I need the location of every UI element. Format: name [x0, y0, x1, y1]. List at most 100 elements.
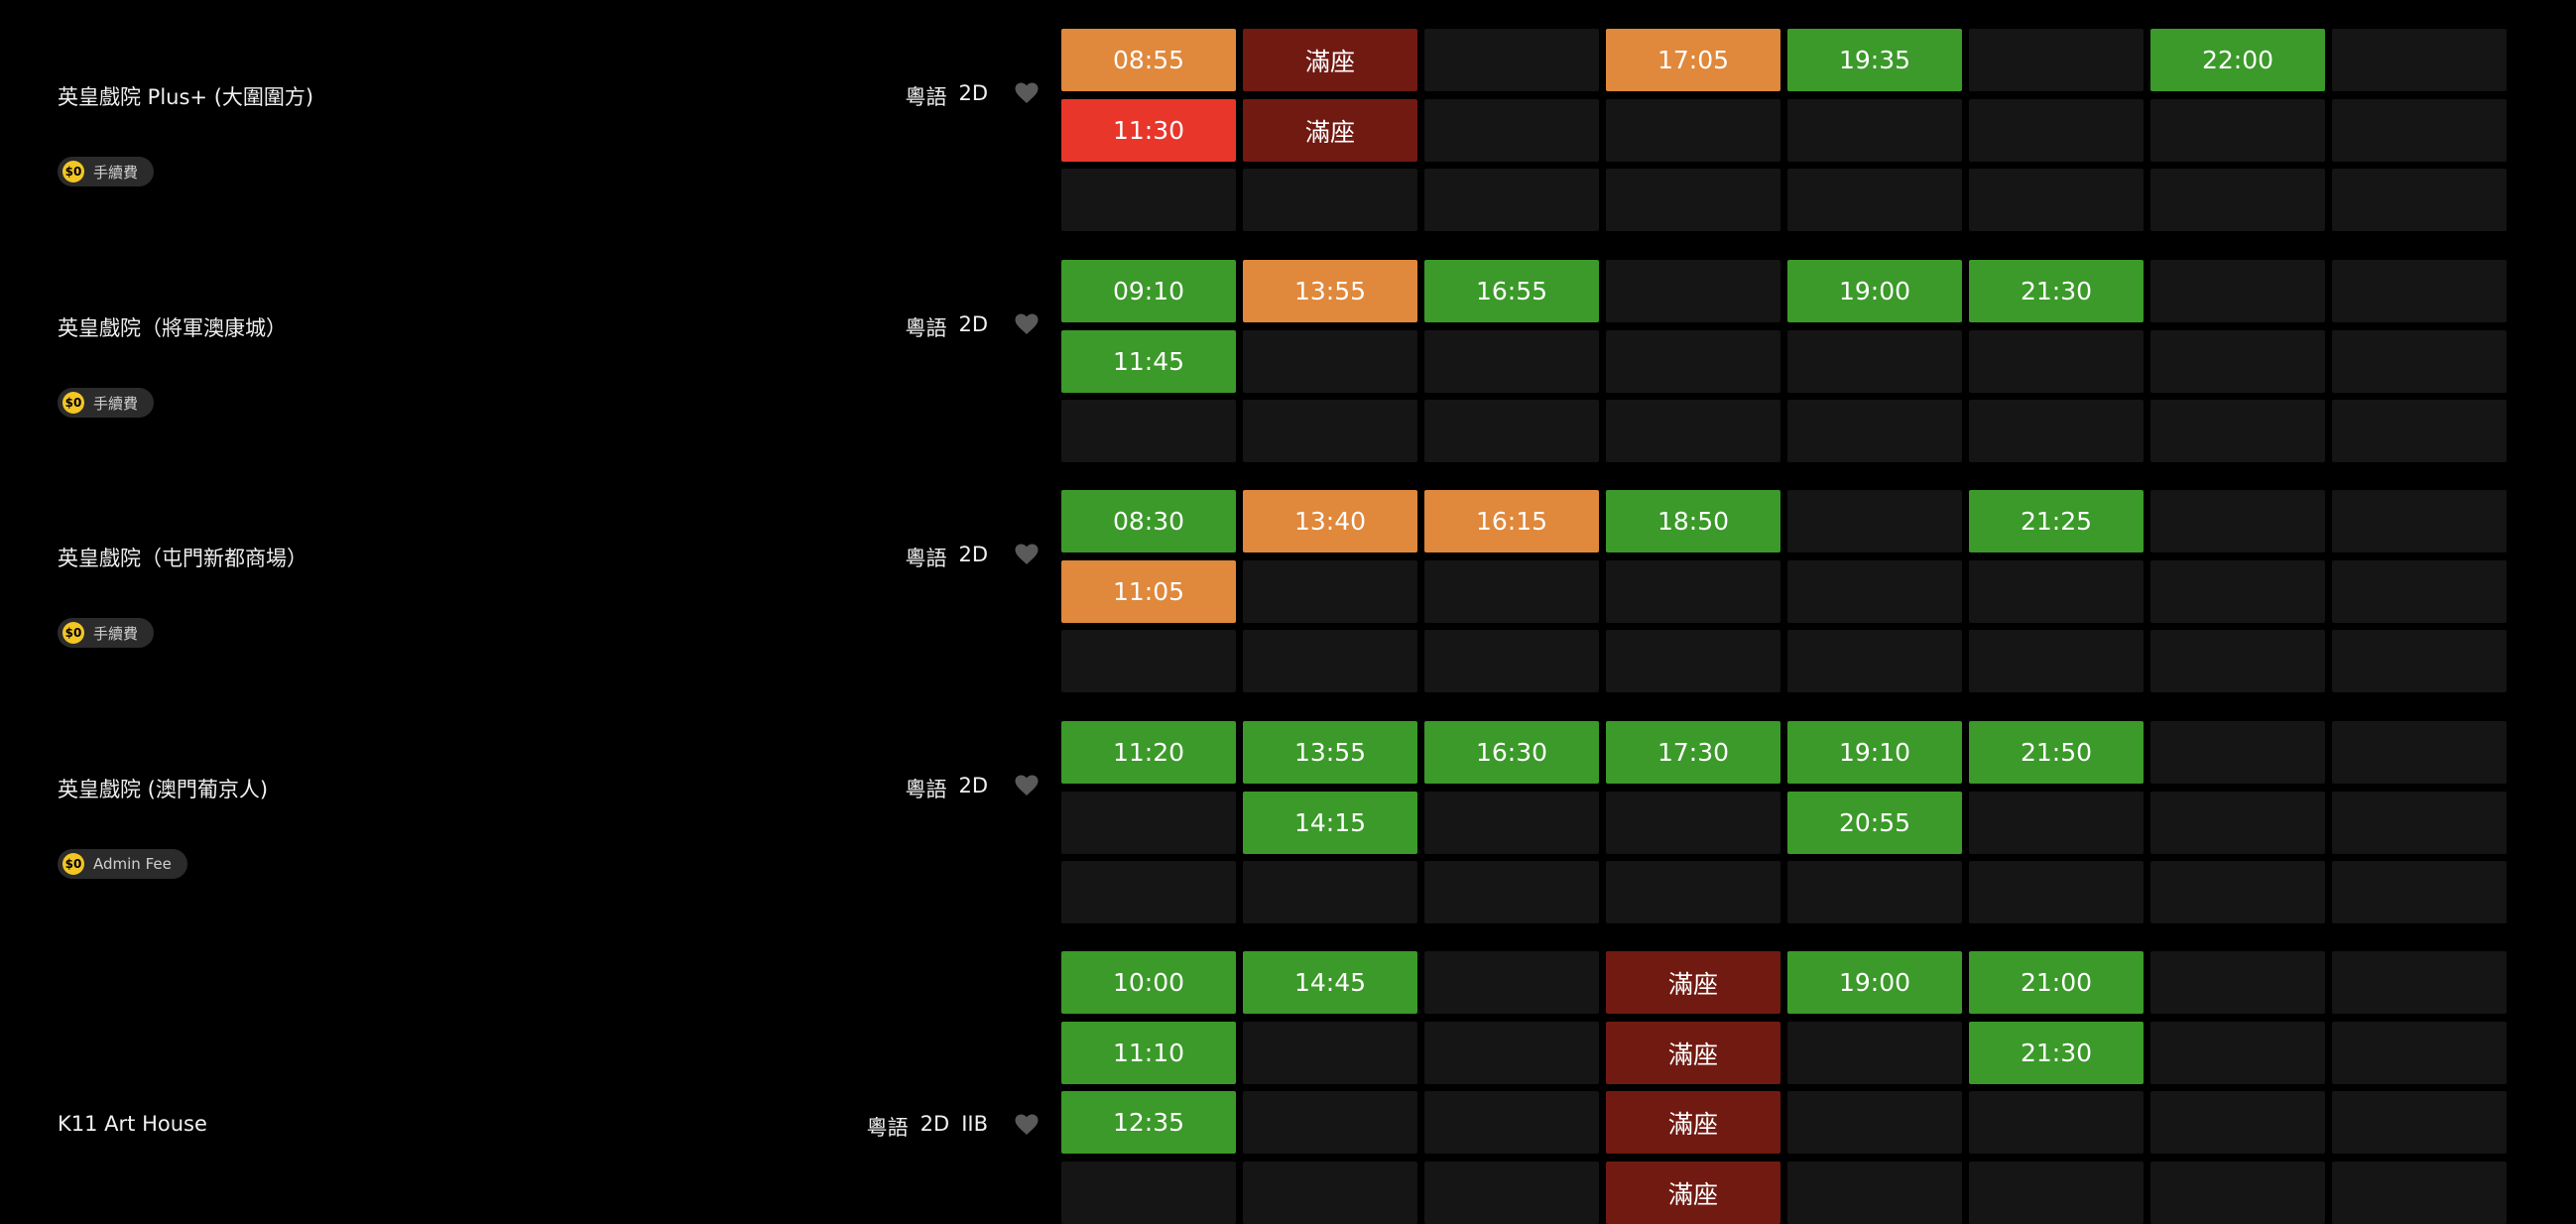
- empty-slot: [1606, 330, 1780, 393]
- format-tag: 粵語: [905, 778, 947, 801]
- empty-slot: [2332, 260, 2507, 322]
- showtime-button[interactable]: 11:05: [1061, 560, 1236, 623]
- empty-slot: [1424, 169, 1599, 231]
- heart-icon[interactable]: [1015, 313, 1039, 335]
- empty-slot: [2332, 792, 2507, 854]
- showtime-button[interactable]: 19:00: [1787, 260, 1962, 322]
- empty-slot: [2332, 721, 2507, 784]
- empty-slot: [1061, 169, 1236, 231]
- showtime-button[interactable]: 20:55: [1787, 792, 1962, 854]
- showtime-button[interactable]: 21:25: [1969, 490, 2144, 552]
- showtime-button[interactable]: 16:30: [1424, 721, 1599, 784]
- empty-slot: [1787, 99, 1962, 162]
- empty-slot: [1787, 1022, 1962, 1084]
- fee-label: 手續費: [93, 394, 139, 413]
- fee-label: 手續費: [93, 163, 139, 182]
- empty-slot: [1243, 400, 1417, 462]
- empty-slot: [2150, 490, 2325, 552]
- showtime-button[interactable]: 21:00: [1969, 951, 2144, 1014]
- empty-slot: [1787, 490, 1962, 552]
- heart-icon[interactable]: [1015, 82, 1039, 104]
- showtime-button[interactable]: 22:00: [2150, 29, 2325, 91]
- showtime-button[interactable]: 08:55: [1061, 29, 1236, 91]
- empty-slot: [1424, 1022, 1599, 1084]
- empty-slot: [2332, 1091, 2507, 1154]
- empty-slot: [1424, 29, 1599, 91]
- fee-label: Admin Fee: [93, 855, 172, 873]
- showtime-button[interactable]: 21:30: [1969, 1022, 2144, 1084]
- empty-slot: [1969, 330, 2144, 393]
- showtime-button[interactable]: 09:10: [1061, 260, 1236, 322]
- format-tags: 粵語 2D IIB: [867, 1112, 988, 1142]
- cinema-name[interactable]: 英皇戲院（將軍澳康城）: [58, 316, 287, 340]
- fee-badge: $0 手續費: [58, 157, 155, 186]
- format-tags: 粵語 2D: [905, 81, 988, 111]
- empty-slot: [1424, 951, 1599, 1014]
- empty-slot: [2150, 1091, 2325, 1154]
- empty-slot: [1243, 630, 1417, 692]
- showtime-button[interactable]: 19:35: [1787, 29, 1962, 91]
- showtime-button[interactable]: 10:00: [1061, 951, 1236, 1014]
- showtime-button[interactable]: 11:45: [1061, 330, 1236, 393]
- showtime-button[interactable]: 18:50: [1606, 490, 1780, 552]
- showtime-button[interactable]: 17:05: [1606, 29, 1780, 91]
- format-tag: 2D: [958, 543, 988, 566]
- empty-slot: [1243, 1022, 1417, 1084]
- empty-slot: [1787, 630, 1962, 692]
- cinema-name[interactable]: 英皇戲院（屯門新都商場）: [58, 547, 307, 570]
- empty-slot: [1061, 792, 1236, 854]
- heart-icon[interactable]: [1015, 775, 1039, 796]
- showtime-button[interactable]: 13:55: [1243, 721, 1417, 784]
- fee-badge: $0 手續費: [58, 618, 155, 648]
- showtime-button[interactable]: 08:30: [1061, 490, 1236, 552]
- empty-slot: [1969, 630, 2144, 692]
- sold-out-slot: 滿座: [1243, 99, 1417, 162]
- empty-slot: [1243, 169, 1417, 231]
- showtime-button[interactable]: 19:00: [1787, 951, 1962, 1014]
- heart-icon[interactable]: [1015, 1114, 1039, 1136]
- empty-slot: [2332, 99, 2507, 162]
- format-tags: 粵語 2D: [905, 543, 988, 572]
- empty-slot: [1787, 169, 1962, 231]
- empty-slot: [2150, 861, 2325, 923]
- showtime-button[interactable]: 13:40: [1243, 490, 1417, 552]
- showtime-button[interactable]: 16:55: [1424, 260, 1599, 322]
- heart-icon[interactable]: [1015, 544, 1039, 565]
- showtime-button[interactable]: 14:15: [1243, 792, 1417, 854]
- empty-slot: [1243, 1091, 1417, 1154]
- format-tag: 2D: [920, 1112, 950, 1136]
- format-tags: 粵語 2D: [905, 312, 988, 342]
- empty-slot: [2332, 1162, 2507, 1224]
- format-tag: 粵語: [866, 1116, 909, 1140]
- showtime-button[interactable]: 12:35: [1061, 1091, 1236, 1154]
- cinema-name[interactable]: 英皇戲院 Plus+ (大圍圍方): [58, 85, 314, 109]
- empty-slot: [1606, 400, 1780, 462]
- empty-slot: [1606, 99, 1780, 162]
- empty-slot: [1969, 400, 2144, 462]
- empty-slot: [2150, 721, 2325, 784]
- showtime-button[interactable]: 16:15: [1424, 490, 1599, 552]
- empty-slot: [2332, 1022, 2507, 1084]
- format-tag: IIB: [961, 1112, 988, 1136]
- showtime-button[interactable]: 11:10: [1061, 1022, 1236, 1084]
- empty-slot: [1424, 99, 1599, 162]
- empty-slot: [1969, 861, 2144, 923]
- empty-slot: [2332, 951, 2507, 1014]
- empty-slot: [1969, 169, 2144, 231]
- empty-slot: [2150, 951, 2325, 1014]
- cinema-name[interactable]: K11 Art House: [58, 1112, 207, 1136]
- showtime-button[interactable]: 17:30: [1606, 721, 1780, 784]
- showtime-button[interactable]: 14:45: [1243, 951, 1417, 1014]
- empty-slot: [1424, 792, 1599, 854]
- showtime-button[interactable]: 11:20: [1061, 721, 1236, 784]
- empty-slot: [1061, 630, 1236, 692]
- empty-slot: [1606, 169, 1780, 231]
- showtime-button[interactable]: 13:55: [1243, 260, 1417, 322]
- showtime-button[interactable]: 11:30: [1061, 99, 1236, 162]
- showtime-button[interactable]: 21:50: [1969, 721, 2144, 784]
- empty-slot: [1969, 1162, 2144, 1224]
- showtime-button[interactable]: 19:10: [1787, 721, 1962, 784]
- showtime-button[interactable]: 21:30: [1969, 260, 2144, 322]
- empty-slot: [1606, 260, 1780, 322]
- cinema-name[interactable]: 英皇戲院 (澳門葡京人): [58, 778, 269, 801]
